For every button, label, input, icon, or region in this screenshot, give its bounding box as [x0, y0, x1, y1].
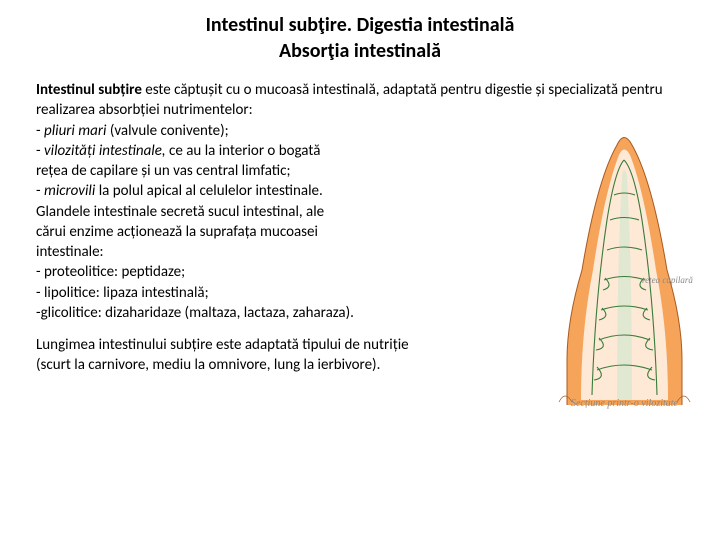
intro-paragraph: Intestinul subțire este căptușit cu o mu…	[36, 80, 684, 121]
title-line-1: Intestinul subţire. Digestia intestinală	[0, 12, 720, 38]
intro-lead: Intestinul subțire	[36, 81, 142, 99]
villus-diagram	[547, 120, 702, 420]
title-block: Intestinul subţire. Digestia intestinală…	[0, 0, 720, 72]
caption-main: Secțiune printr-o vilozitate	[547, 398, 702, 410]
caption-side: rețea capilară	[642, 275, 702, 285]
title-line-2: Absorţia intestinală	[0, 38, 720, 64]
